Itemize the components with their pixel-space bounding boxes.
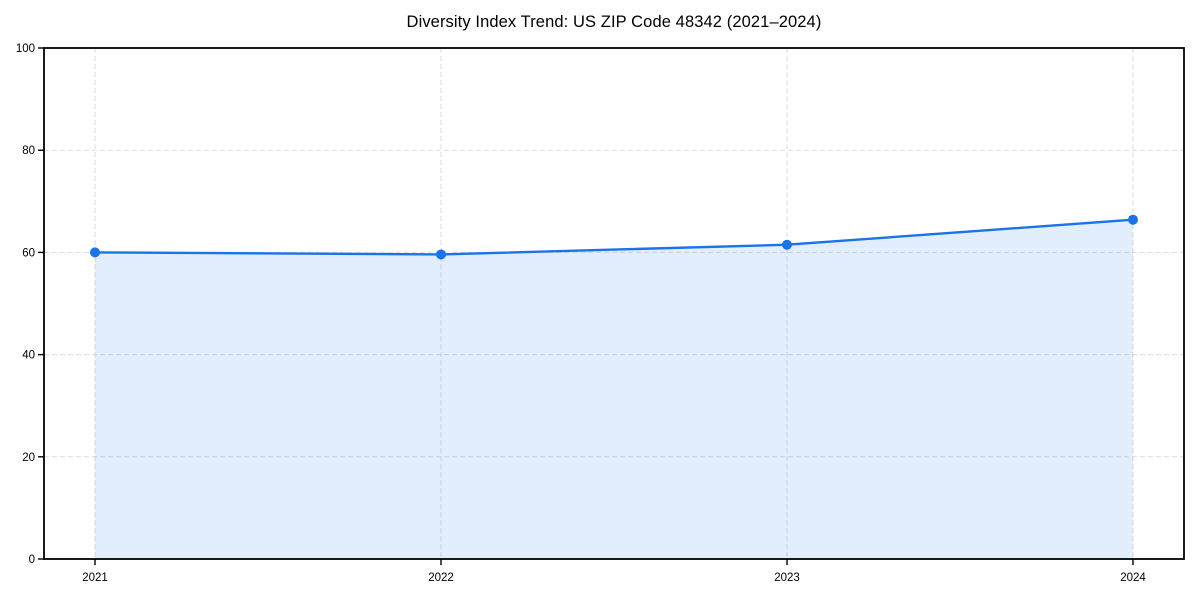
y-tick-label-100: 100 (16, 43, 35, 55)
plot-border (43, 47, 1185, 560)
chart-title: Diversity Index Trend: US ZIP Code 48342… (406, 13, 822, 31)
y-tick-label-60: 60 (22, 247, 35, 259)
y-tick-label-40: 40 (22, 350, 35, 362)
data-point-2024 (1128, 214, 1138, 225)
x-tick-label-2022: 2022 (428, 572, 454, 584)
trend-line (93, 218, 1135, 256)
x-tick-label-2023: 2023 (774, 572, 800, 584)
data-point-2022 (436, 249, 446, 260)
y-tick-label-80: 80 (22, 145, 35, 157)
data-point-2023 (782, 239, 792, 250)
y-tick-label-20: 20 (22, 452, 35, 464)
x-tick-label-2021: 2021 (82, 572, 108, 584)
y-tick-label-0: 0 (29, 554, 35, 566)
data-point-2021 (90, 247, 100, 258)
x-tick-label-2024: 2024 (1120, 572, 1146, 584)
area-fill (95, 219, 1133, 560)
